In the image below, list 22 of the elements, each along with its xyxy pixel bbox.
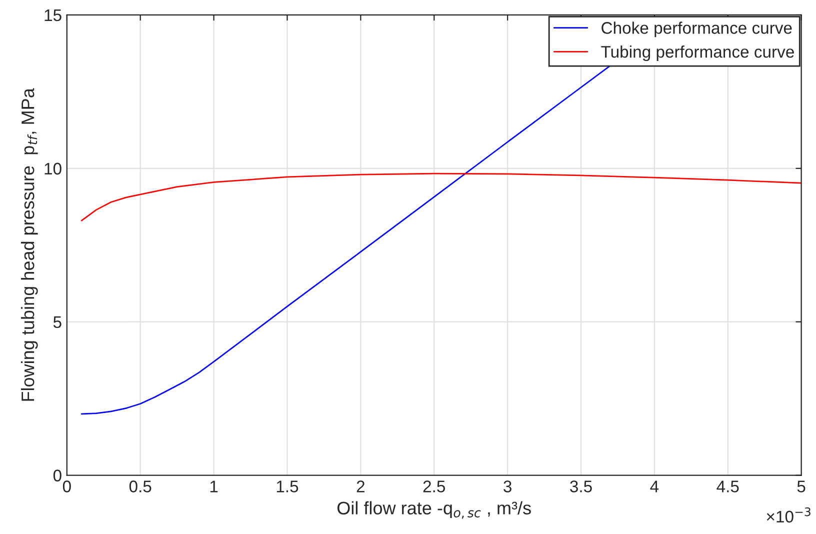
x-tick-label: 0 <box>62 480 71 492</box>
x-tick-label: 4.5 <box>716 480 739 492</box>
legend-label: Choke performance curve <box>602 22 792 38</box>
x-tick-label: 5 <box>797 480 806 492</box>
y-tick-label: 0 <box>53 470 62 482</box>
x-tick-label: 2 <box>356 480 364 492</box>
legend-label: Tubing performance curve <box>601 45 794 62</box>
x-tick-label: 4 <box>650 480 659 492</box>
x-axis-title: Oil flow rate -q$_{o,sc}$ , m³/s <box>337 501 531 519</box>
y-axis-title: Flowing tubing head pressure p$_{tf}$, MPa <box>20 88 38 401</box>
y-tick-label: 5 <box>53 316 62 328</box>
text: ×10$^{−3}$ <box>766 507 810 523</box>
x-tick-label: 3 <box>504 480 512 492</box>
x-tick-label: 1 <box>210 480 218 492</box>
x-tick-label: 0.5 <box>129 480 152 492</box>
x-tick-label: 2.5 <box>423 480 445 492</box>
line-series <box>80 64 612 415</box>
y-tick-label: 15 <box>44 10 62 22</box>
x-tick-label: 3.5 <box>570 480 592 492</box>
x-tick-label: 1.5 <box>276 480 298 492</box>
line-series <box>80 172 802 222</box>
y-tick-label: 10 <box>44 162 62 175</box>
